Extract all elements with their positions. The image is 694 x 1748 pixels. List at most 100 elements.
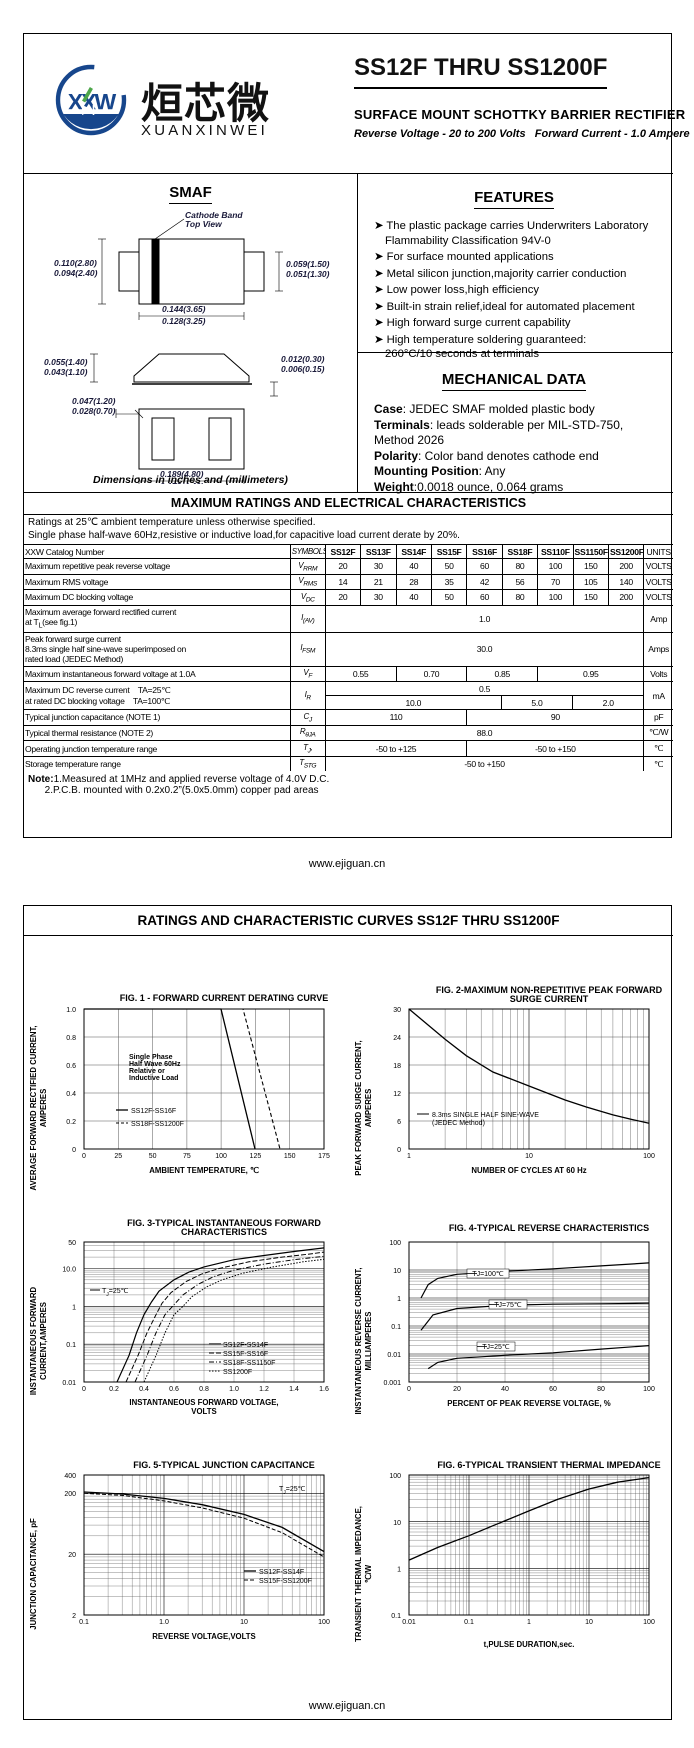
svg-text:AMPERES: AMPERES	[39, 1089, 48, 1128]
svg-text:AMBIENT TEMPERATURE, ℃: AMBIENT TEMPERATURE, ℃	[149, 1166, 259, 1175]
svg-text:10: 10	[393, 1520, 401, 1527]
svg-text:SURGE CURRENT: SURGE CURRENT	[509, 994, 588, 1004]
svg-text:0.001: 0.001	[383, 1380, 401, 1387]
svg-text:0.01: 0.01	[402, 1619, 416, 1626]
svg-text:0.047(1.20): 0.047(1.20)	[72, 396, 116, 406]
svg-text:100: 100	[389, 1240, 401, 1247]
svg-text:0.6: 0.6	[169, 1386, 179, 1393]
svg-text:0.4: 0.4	[139, 1386, 149, 1393]
svg-text:FIG. 5-TYPICAL JUNCTION CAPACI: FIG. 5-TYPICAL JUNCTION CAPACITANCE	[133, 1460, 315, 1470]
svg-text:SS18F-SS1150F: SS18F-SS1150F	[223, 1360, 275, 1367]
svg-text:18: 18	[393, 1063, 401, 1070]
svg-text:0.2: 0.2	[66, 1119, 76, 1126]
svg-text:0.4: 0.4	[66, 1091, 76, 1098]
svg-text:0.1: 0.1	[79, 1619, 89, 1626]
svg-text:0.8: 0.8	[66, 1035, 76, 1042]
svg-text:0: 0	[82, 1386, 86, 1393]
svg-text:(JEDEC Method): (JEDEC Method)	[432, 1120, 485, 1127]
svg-text:Top View: Top View	[185, 219, 223, 229]
svg-text:10: 10	[393, 1268, 401, 1275]
svg-text:XUANXINWEI: XUANXINWEI	[141, 122, 268, 139]
svg-text:2: 2	[72, 1613, 76, 1620]
svg-text:INSTANTANEOUS FORWARD: INSTANTANEOUS FORWARD	[29, 1286, 38, 1395]
svg-text:1: 1	[72, 1304, 76, 1311]
svg-text:INSTANTANEOUS REVERSE CURRENT,: INSTANTANEOUS REVERSE CURRENT,	[354, 1268, 363, 1415]
svg-text:0.043(1.10): 0.043(1.10)	[44, 367, 88, 377]
svg-text:XXW: XXW	[68, 89, 117, 115]
svg-text:Inductive Load: Inductive Load	[129, 1075, 178, 1082]
svg-text:Single Phase: Single Phase	[129, 1054, 173, 1061]
svg-text:10: 10	[525, 1153, 533, 1160]
svg-text:SS12F-SS16F: SS12F-SS16F	[131, 1108, 176, 1115]
svg-text:0.2: 0.2	[109, 1386, 119, 1393]
svg-text:200: 200	[64, 1491, 76, 1498]
svg-text:100: 100	[643, 1619, 655, 1626]
svg-text:1.6: 1.6	[319, 1386, 329, 1393]
svg-text:Relative or: Relative or	[129, 1068, 165, 1075]
svg-text:SS15F-SS16F: SS15F-SS16F	[223, 1351, 268, 1358]
svg-text:PEAK FORWARD SURGE CURRENT,: PEAK FORWARD SURGE CURRENT,	[354, 1040, 363, 1175]
svg-text:0.144(3.65): 0.144(3.65)	[162, 304, 206, 314]
svg-text:1.4: 1.4	[289, 1386, 299, 1393]
svg-text:100: 100	[643, 1153, 655, 1160]
svg-text:100: 100	[215, 1153, 227, 1160]
svg-text:TJ=25℃: TJ=25℃	[482, 1344, 510, 1351]
svg-text:TJ=75℃: TJ=75℃	[494, 1302, 522, 1309]
svg-text:12: 12	[393, 1091, 401, 1098]
svg-text:0: 0	[397, 1147, 401, 1154]
svg-text:t,PULSE DURATION,sec.: t,PULSE DURATION,sec.	[483, 1640, 574, 1649]
svg-text:TRANSIENT THERMAL IMPEDANCE,: TRANSIENT THERMAL IMPEDANCE,	[354, 1506, 363, 1642]
svg-text:100: 100	[643, 1386, 655, 1393]
svg-text:AMPERES: AMPERES	[364, 1089, 373, 1128]
svg-text:1: 1	[397, 1567, 401, 1574]
svg-text:CHARACTERISTICS: CHARACTERISTICS	[181, 1227, 267, 1237]
svg-text:SS12F-SS14F: SS12F-SS14F	[223, 1342, 268, 1349]
svg-text:10: 10	[240, 1619, 248, 1626]
svg-text:1.0: 1.0	[66, 1007, 76, 1014]
svg-text:0.051(1.30): 0.051(1.30)	[286, 269, 330, 279]
svg-text:175: 175	[318, 1153, 330, 1160]
svg-text:0: 0	[82, 1153, 86, 1160]
svg-text:0.059(1.50): 0.059(1.50)	[286, 259, 330, 269]
svg-text:0.01: 0.01	[387, 1352, 401, 1359]
svg-text:0.1: 0.1	[464, 1619, 474, 1626]
svg-text:40: 40	[501, 1386, 509, 1393]
svg-text:125: 125	[250, 1153, 262, 1160]
svg-text:10: 10	[585, 1619, 593, 1626]
svg-text:NUMBER OF CYCLES AT 60 Hz: NUMBER OF CYCLES AT 60 Hz	[471, 1166, 586, 1175]
svg-text:20: 20	[68, 1552, 76, 1559]
svg-text:100: 100	[318, 1619, 330, 1626]
svg-text:0.128(3.25): 0.128(3.25)	[162, 316, 206, 326]
svg-text:SS18F-SS1200F: SS18F-SS1200F	[131, 1121, 184, 1128]
svg-text:FIG. 6-TYPICAL TRANSIENT THERM: FIG. 6-TYPICAL TRANSIENT THERMAL IMPEDAN…	[437, 1460, 660, 1470]
svg-text:10.0: 10.0	[62, 1267, 76, 1274]
svg-text:FIG. 4-TYPICAL REVERSE CHARACT: FIG. 4-TYPICAL REVERSE CHARACTERISTICS	[448, 1223, 648, 1233]
svg-text:VOLTS: VOLTS	[191, 1407, 216, 1416]
svg-text:50: 50	[68, 1240, 76, 1247]
svg-text:0: 0	[407, 1386, 411, 1393]
svg-text:0.094(2.40): 0.094(2.40)	[54, 268, 98, 278]
svg-text:20: 20	[453, 1386, 461, 1393]
svg-text:0.01: 0.01	[62, 1380, 76, 1387]
svg-text:75: 75	[183, 1153, 191, 1160]
svg-text:MILLIAMPERES: MILLIAMPERES	[364, 1312, 373, 1371]
svg-text:80: 80	[597, 1386, 605, 1393]
svg-text:400: 400	[64, 1473, 76, 1480]
svg-text:0.006(0.15): 0.006(0.15)	[281, 364, 325, 374]
svg-text:1: 1	[527, 1619, 531, 1626]
svg-text:JUNCTION CAPACITANCE, pF: JUNCTION CAPACITANCE, pF	[29, 1518, 38, 1630]
svg-text:0.8: 0.8	[199, 1386, 209, 1393]
svg-text:PERCENT OF PEAK REVERSE VOLTAG: PERCENT OF PEAK REVERSE VOLTAGE, %	[447, 1399, 611, 1408]
svg-text:REVERSE VOLTAGE,VOLTS: REVERSE VOLTAGE,VOLTS	[152, 1632, 256, 1641]
svg-text:FIG. 1 - FORWARD CURRENT DERAT: FIG. 1 - FORWARD CURRENT DERATING CURVE	[120, 993, 329, 1003]
svg-text:25: 25	[114, 1153, 122, 1160]
svg-text:6: 6	[397, 1119, 401, 1126]
svg-text:8.3ms SINGLE HALF SINE-WAVE: 8.3ms SINGLE HALF SINE-WAVE	[432, 1112, 539, 1119]
svg-text:1.0: 1.0	[229, 1386, 239, 1393]
svg-text:SS15F-SS1200F: SS15F-SS1200F	[259, 1578, 312, 1585]
svg-text:0.1: 0.1	[391, 1324, 401, 1331]
svg-text:0.012(0.30): 0.012(0.30)	[281, 354, 325, 364]
svg-text:50: 50	[149, 1153, 157, 1160]
svg-text:TJ=100℃: TJ=100℃	[472, 1271, 504, 1278]
svg-text:CURRENT,AMPERES: CURRENT,AMPERES	[39, 1302, 48, 1380]
